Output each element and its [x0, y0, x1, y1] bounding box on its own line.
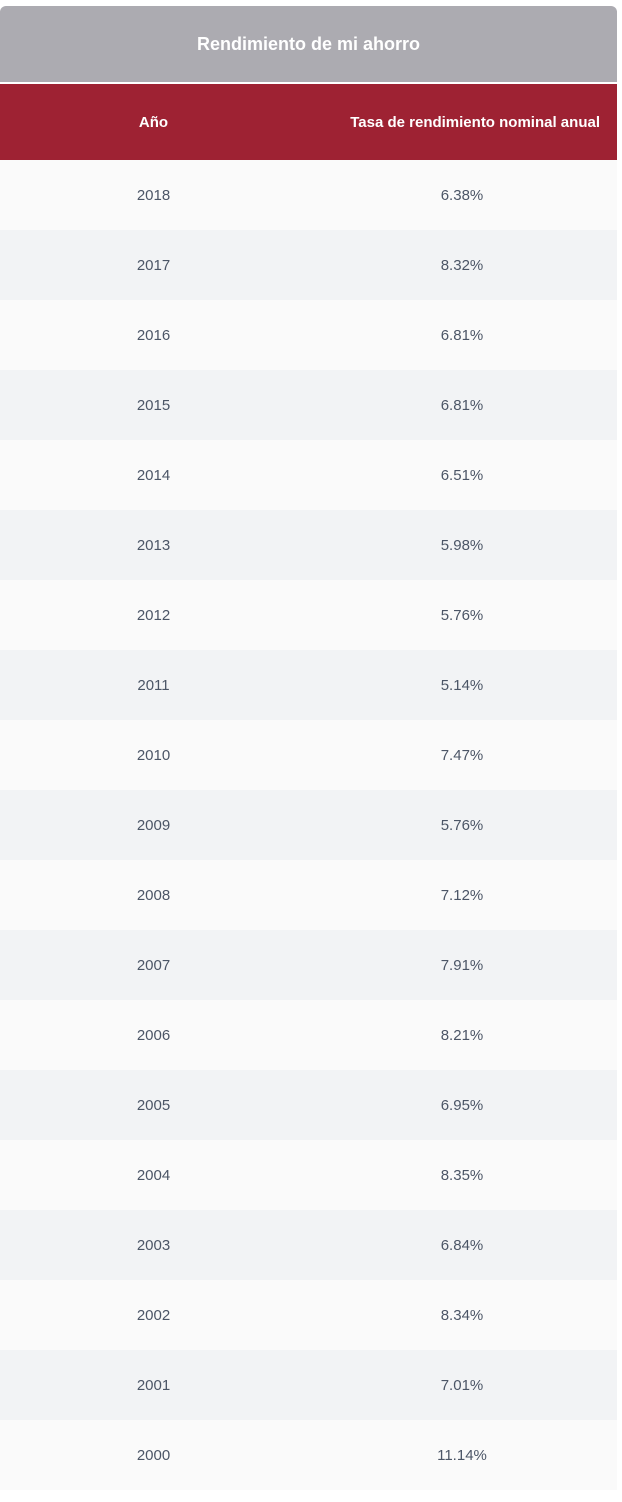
cell-year: 2015 [136, 396, 171, 414]
table-row: 2016 6.81% [0, 300, 617, 370]
cell-year: 2011 [137, 676, 170, 694]
cell-rate: 7.01% [440, 1376, 484, 1394]
cell-year: 2016 [136, 326, 171, 344]
returns-table: Rendimiento de mi ahorro Año Tasa de ren… [0, 6, 617, 1490]
column-header-rate: Tasa de rendimiento nominal anual [350, 113, 600, 131]
cell-rate: 6.81% [440, 396, 484, 414]
cell-rate: 8.35% [440, 1166, 484, 1184]
table-row: 2000 11.14% [0, 1420, 617, 1490]
cell-year: 2014 [136, 466, 171, 484]
cell-year: 2010 [136, 746, 171, 764]
table-row: 2018 6.38% [0, 160, 617, 230]
cell-year: 2003 [136, 1236, 171, 1254]
cell-rate: 6.95% [440, 1096, 484, 1114]
table-row: 2002 8.34% [0, 1280, 617, 1350]
cell-year: 2017 [136, 256, 171, 274]
cell-rate: 5.76% [440, 606, 484, 624]
table-row: 2012 5.76% [0, 580, 617, 650]
table-row: 2004 8.35% [0, 1140, 617, 1210]
cell-year: 2012 [136, 606, 171, 624]
cell-rate: 5.14% [440, 676, 484, 694]
cell-rate: 5.98% [440, 536, 484, 554]
table-row: 2006 8.21% [0, 1000, 617, 1070]
cell-rate: 6.84% [440, 1236, 484, 1254]
cell-year: 2001 [136, 1376, 171, 1394]
cell-rate: 8.32% [440, 256, 484, 274]
cell-year: 2013 [136, 536, 171, 554]
table-row: 2003 6.84% [0, 1210, 617, 1280]
table-row: 2010 7.47% [0, 720, 617, 790]
table-header: Año Tasa de rendimiento nominal anual [0, 84, 617, 160]
cell-rate: 7.12% [440, 886, 484, 904]
table-row: 2017 8.32% [0, 230, 617, 300]
cell-year: 2018 [136, 186, 171, 204]
cell-rate: 8.21% [440, 1026, 484, 1044]
cell-year: 2006 [136, 1026, 171, 1044]
cell-rate: 6.81% [440, 326, 484, 344]
cell-rate: 8.34% [440, 1306, 484, 1324]
table-row: 2014 6.51% [0, 440, 617, 510]
cell-rate: 7.47% [440, 746, 484, 764]
table-row: 2013 5.98% [0, 510, 617, 580]
cell-year: 2000 [136, 1446, 171, 1464]
table-row: 2007 7.91% [0, 930, 617, 1000]
cell-rate: 6.38% [440, 186, 484, 204]
table-row: 2009 5.76% [0, 790, 617, 860]
cell-year: 2007 [136, 956, 171, 974]
table-row: 2001 7.01% [0, 1350, 617, 1420]
cell-rate: 7.91% [440, 956, 484, 974]
table-row: 2008 7.12% [0, 860, 617, 930]
cell-rate: 11.14% [437, 1446, 487, 1464]
table-title: Rendimiento de mi ahorro [0, 6, 617, 84]
cell-year: 2005 [136, 1096, 171, 1114]
table-title-text: Rendimiento de mi ahorro [196, 33, 421, 54]
cell-year: 2004 [136, 1166, 171, 1184]
cell-year: 2002 [136, 1306, 171, 1324]
column-header-year: Año [138, 113, 169, 131]
cell-rate: 6.51% [440, 466, 484, 484]
cell-year: 2009 [136, 816, 171, 834]
table-row: 2011 5.14% [0, 650, 617, 720]
table-body: 2018 6.38% 2017 8.32% 2016 6.81% 2015 6.81% 2014… [0, 160, 617, 1490]
cell-rate: 5.76% [440, 816, 484, 834]
table-row: 2005 6.95% [0, 1070, 617, 1140]
table-row: 2015 6.81% [0, 370, 617, 440]
cell-year: 2008 [136, 886, 171, 904]
